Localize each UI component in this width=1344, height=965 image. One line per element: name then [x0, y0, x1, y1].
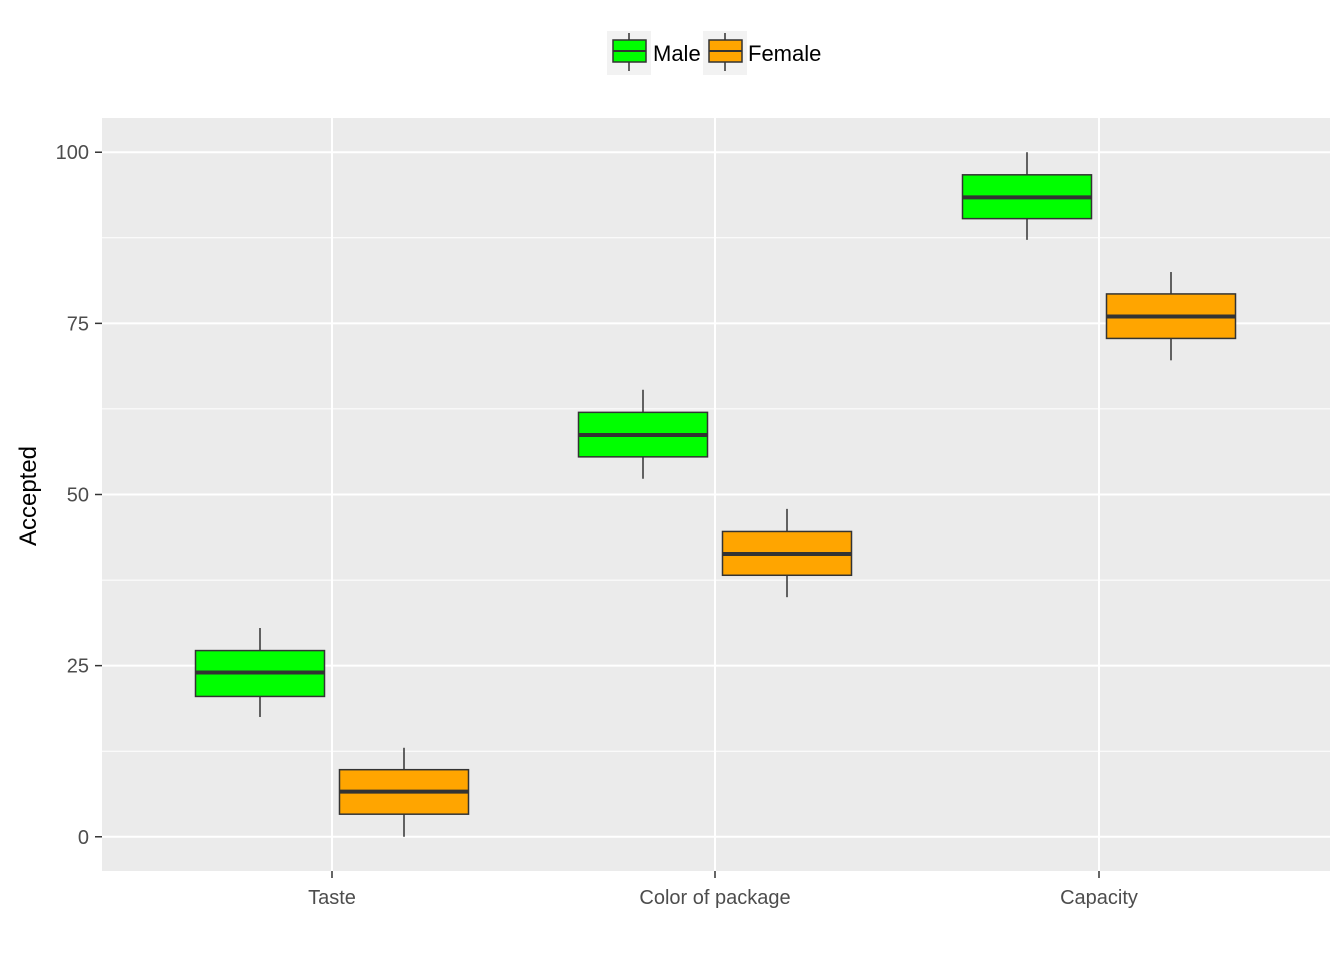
y-axis-title: Accepted [15, 446, 42, 546]
legend-item-male: Male [607, 31, 701, 75]
box-male-2 [961, 152, 1093, 240]
legend-label: Male [653, 41, 701, 66]
box-female-0 [338, 747, 470, 837]
y-tick-label: 75 [67, 313, 89, 335]
box-male-1 [577, 389, 709, 479]
x-tick-label: Capacity [1060, 887, 1138, 909]
y-tick-label: 25 [67, 656, 89, 678]
axes: 0 25 50 75 100 Taste Color of package Capacity [56, 142, 1138, 909]
boxes [194, 152, 1237, 837]
legend-label: Female [748, 41, 821, 66]
y-tick-label: 50 [67, 485, 89, 507]
x-tick-label: Color of package [639, 887, 790, 909]
box-male-0 [194, 627, 326, 717]
legend: Male Female [607, 31, 821, 75]
y-tick-label: 0 [78, 827, 89, 849]
legend-item-female: Female [703, 31, 821, 75]
x-tick-label: Taste [308, 887, 356, 909]
box-female-1 [721, 508, 853, 598]
grid-lines [102, 118, 1330, 871]
y-tick-label: 100 [56, 142, 89, 164]
box-female-2 [1105, 272, 1237, 361]
